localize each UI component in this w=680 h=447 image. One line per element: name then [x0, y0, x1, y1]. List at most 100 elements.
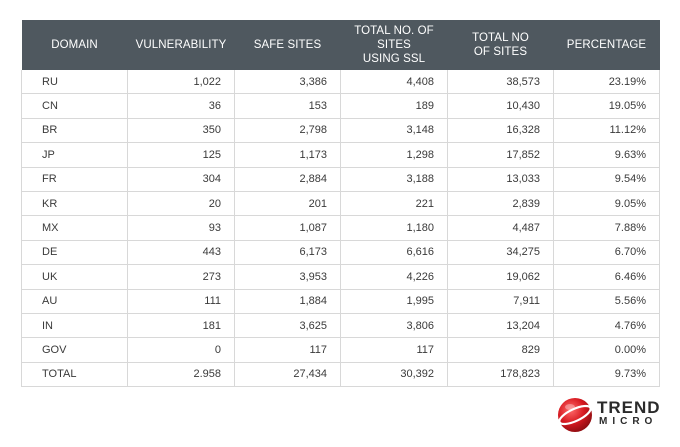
value-cell: 30,392: [340, 361, 448, 388]
value-cell: 11.12%: [553, 117, 660, 144]
domain-cell: IN: [21, 312, 128, 339]
table-row: CN 36 153 189 10,430 19.05%: [21, 93, 660, 119]
value-cell: 17,852: [447, 142, 554, 168]
value-cell: 19.05%: [553, 93, 660, 119]
value-cell: 3,188: [340, 166, 448, 192]
domain-cell: DE: [21, 239, 128, 266]
table-row: IN 181 3,625 3,806 13,204 4.76%: [21, 312, 660, 339]
domain-ssl-table: DOMAIN VULNERABILITY SAFE SITES TOTAL NO. O…: [21, 20, 660, 388]
value-cell: 178,823: [447, 361, 554, 388]
value-cell: 16,328: [447, 117, 554, 144]
domain-ssl-table-container: DOMAIN VULNERABILITY SAFE SITES TOTAL NO. O…: [21, 20, 660, 388]
value-cell: 2,884: [234, 166, 341, 192]
value-cell: 304: [127, 166, 235, 192]
column-header-line: DOMAIN: [51, 39, 98, 51]
domain-cell: GOV: [21, 337, 128, 363]
value-cell: 4,226: [340, 264, 448, 290]
column-header: TOTAL NO OF SITES: [447, 20, 554, 70]
column-header-line: TOTAL NO: [472, 32, 529, 44]
value-cell: 125: [127, 142, 235, 168]
value-cell: 4,408: [340, 70, 448, 95]
value-cell: 6,616: [340, 239, 448, 266]
value-cell: 9.54%: [553, 166, 660, 192]
column-header-line: TOTAL NO. OF SITES: [354, 25, 434, 51]
value-cell: 4,487: [447, 215, 554, 241]
value-cell: 10,430: [447, 93, 554, 119]
table-row: KR 20 201 221 2,839 9.05%: [21, 190, 660, 217]
value-cell: 2,839: [447, 190, 554, 217]
value-cell: 350: [127, 117, 235, 144]
value-cell: 7,911: [447, 288, 554, 314]
value-cell: 221: [340, 190, 448, 217]
value-cell: 111: [127, 288, 235, 314]
value-cell: 4.76%: [553, 312, 660, 339]
value-cell: 34,275: [447, 239, 554, 266]
value-cell: 13,204: [447, 312, 554, 339]
value-cell: 9.73%: [553, 361, 660, 388]
value-cell: 23.19%: [553, 70, 660, 95]
value-cell: 273: [127, 264, 235, 290]
domain-cell: MX: [21, 215, 128, 241]
table-row: BR 350 2,798 3,148 16,328 11.12%: [21, 117, 660, 144]
value-cell: 9.05%: [553, 190, 660, 217]
value-cell: 19,062: [447, 264, 554, 290]
column-header: SAFE SITES: [234, 20, 341, 70]
value-cell: 1,995: [340, 288, 448, 314]
value-cell: 117: [340, 337, 448, 363]
domain-cell: FR: [21, 166, 128, 192]
domain-cell: CN: [21, 93, 128, 119]
value-cell: 20: [127, 190, 235, 217]
value-cell: 36: [127, 93, 235, 119]
value-cell: 0: [127, 337, 235, 363]
value-cell: 117: [234, 337, 341, 363]
value-cell: 1,298: [340, 142, 448, 168]
value-cell: 1,884: [234, 288, 341, 314]
column-header-line: SAFE SITES: [253, 39, 322, 51]
column-header-line: OF SITES: [473, 46, 528, 58]
table-row: RU 1,022 3,386 4,408 38,573 23.19%: [21, 70, 660, 95]
table-row: FR 304 2,884 3,188 13,033 9.54%: [21, 166, 660, 192]
domain-cell: AU: [21, 288, 128, 314]
value-cell: 1,173: [234, 142, 341, 168]
column-header: VULNERABILITY: [127, 20, 235, 70]
logo-wordmark: TREND MICRO: [597, 399, 661, 428]
value-cell: 153: [234, 93, 341, 119]
logo-line-1: TREND: [597, 398, 661, 417]
domain-cell: JP: [21, 142, 128, 168]
column-header-line: PERCENTAGE: [566, 39, 647, 51]
domain-cell: RU: [21, 70, 128, 95]
value-cell: 3,386: [234, 70, 341, 95]
column-header: TOTAL NO. OF SITES USING SSL: [340, 20, 448, 70]
value-cell: 6.46%: [553, 264, 660, 290]
value-cell: 3,806: [340, 312, 448, 339]
value-cell: 6.70%: [553, 239, 660, 266]
value-cell: 6,173: [234, 239, 341, 266]
value-cell: 443: [127, 239, 235, 266]
domain-cell: UK: [21, 264, 128, 290]
domain-cell: TOTAL: [21, 361, 128, 388]
table-header: DOMAIN VULNERABILITY SAFE SITES TOTAL NO. O…: [21, 20, 660, 70]
table-row: DE 443 6,173 6,616 34,275 6.70%: [21, 239, 660, 266]
value-cell: 1,180: [340, 215, 448, 241]
table-row: JP 125 1,173 1,298 17,852 9.63%: [21, 142, 660, 168]
column-header: PERCENTAGE: [553, 20, 660, 70]
column-header: DOMAIN: [21, 20, 128, 70]
header-row: DOMAIN VULNERABILITY SAFE SITES TOTAL NO. O…: [21, 20, 660, 70]
value-cell: 829: [447, 337, 554, 363]
table-row: UK 273 3,953 4,226 19,062 6.46%: [21, 264, 660, 290]
column-header-line: VULNERABILITY: [135, 39, 227, 51]
value-cell: 189: [340, 93, 448, 119]
value-cell: 3,625: [234, 312, 341, 339]
value-cell: 2,798: [234, 117, 341, 144]
value-cell: 9.63%: [553, 142, 660, 168]
value-cell: 201: [234, 190, 341, 217]
value-cell: 3,148: [340, 117, 448, 144]
table-body: RU 1,022 3,386 4,408 38,573 23.19% CN 36 153 189 1…: [21, 70, 660, 388]
logo-line-2: MICRO: [599, 416, 658, 427]
value-cell: 2.958: [127, 361, 235, 388]
domain-cell: KR: [21, 190, 128, 217]
value-cell: 181: [127, 312, 235, 339]
table-row: AU 111 1,884 1,995 7,911 5.56%: [21, 288, 660, 314]
value-cell: 3,953: [234, 264, 341, 290]
trend-micro-ball-icon: [558, 398, 592, 432]
